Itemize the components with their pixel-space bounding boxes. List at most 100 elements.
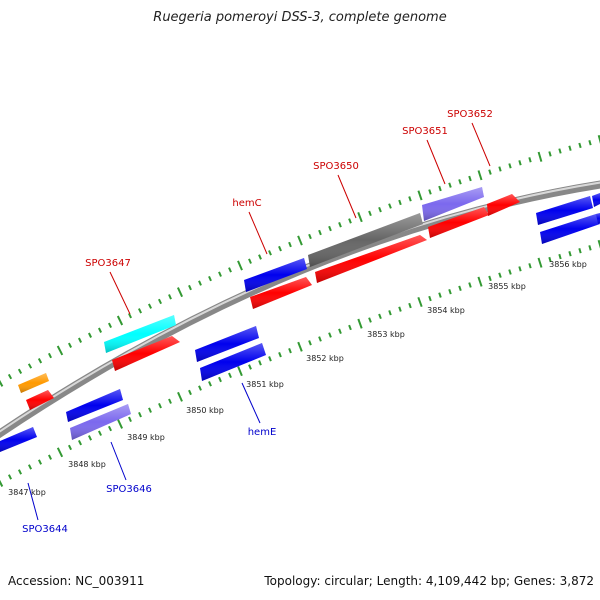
map-title: Ruegeria pomeroyi DSS-3, complete genome	[153, 10, 447, 25]
tick-mark	[417, 296, 423, 308]
tick-mark	[498, 272, 502, 278]
tick-mark	[498, 166, 502, 172]
scale-labels: 3847 kbp 3848 kbp 3849 kbp 3850 kbp 3851 kbp…	[8, 260, 587, 497]
tick-mark	[428, 189, 432, 195]
tick-mark	[177, 391, 183, 402]
tick-mark	[357, 212, 363, 223]
tick-mark	[558, 253, 562, 260]
scale-label: 3855 kbp	[488, 282, 526, 291]
tick-mark	[468, 282, 472, 288]
tick-mark	[318, 336, 322, 342]
tick-mark	[68, 444, 72, 451]
gene-label-spo3647: SPO3647	[85, 258, 131, 269]
tick-mark	[138, 412, 142, 418]
scale-label: 3848 kbp	[68, 460, 106, 469]
tick-mark	[328, 225, 332, 232]
tick-mark	[248, 364, 252, 370]
label-leader-lines	[27, 122, 491, 521]
leader-line	[426, 139, 446, 185]
tick-mark	[116, 315, 124, 326]
tick-mark	[0, 479, 4, 487]
tick-mark	[88, 332, 92, 338]
tick-mark	[148, 303, 152, 309]
tick-mark	[27, 363, 33, 369]
tick-mark	[218, 376, 222, 383]
scale-label: 3849 kbp	[127, 433, 165, 442]
tick-mark	[168, 398, 172, 404]
tick-mark	[56, 345, 64, 356]
tick-mark	[288, 241, 292, 248]
scale-label: 3850 kbp	[186, 406, 224, 415]
red-feature-2-shading	[112, 336, 180, 371]
tick-mark	[588, 140, 592, 146]
tick-mark	[138, 308, 142, 314]
tick-mark	[78, 439, 82, 446]
tick-mark	[537, 151, 543, 162]
tick-mark	[308, 233, 312, 240]
purple-feature-spo3646-shading	[70, 404, 131, 440]
tick-mark	[176, 287, 184, 298]
red-feature-1-shading	[26, 390, 54, 410]
tick-mark	[38, 459, 42, 465]
tick-mark	[348, 218, 352, 224]
tick-mark	[97, 430, 103, 436]
tick-mark	[548, 256, 552, 263]
tick-mark	[338, 222, 342, 228]
tick-mark	[568, 145, 572, 151]
red-feature-6-shading	[487, 194, 520, 216]
blue-feature-1-shading	[0, 427, 37, 452]
tick-mark	[588, 245, 592, 251]
leader-line	[241, 382, 261, 424]
tick-mark	[428, 295, 432, 302]
gene-label-spo3644: SPO3644	[22, 524, 68, 535]
tick-mark	[328, 332, 332, 338]
tick-mark	[537, 257, 543, 268]
tick-mark	[188, 389, 192, 396]
leader-line	[337, 174, 357, 219]
tick-mark	[128, 416, 132, 422]
tick-mark	[508, 163, 512, 169]
scale-label: 3852 kbp	[306, 354, 344, 363]
tick-mark	[297, 341, 303, 352]
leader-line	[110, 441, 127, 481]
tick-mark	[388, 203, 392, 209]
tick-mark	[56, 447, 64, 458]
tick-mark	[438, 292, 442, 298]
tick-mark	[158, 403, 162, 409]
tick-mark	[458, 179, 462, 185]
backbone-line	[0, 180, 600, 439]
tick-mark	[477, 170, 483, 181]
blue-feature-hemc-shading	[244, 258, 307, 292]
leader-line	[471, 122, 491, 167]
scale-label: 3854 kbp	[427, 306, 465, 315]
tick-mark	[388, 310, 392, 316]
tick-mark	[548, 151, 552, 157]
tick-mark	[488, 275, 492, 282]
blue-feature-6-shading	[540, 214, 600, 244]
leader-line	[248, 211, 268, 255]
tick-mark	[477, 276, 483, 287]
tick-mark	[297, 235, 303, 246]
gene-label-spo3651: SPO3651	[402, 126, 448, 137]
tick-mark	[318, 229, 322, 236]
tick-mark	[108, 322, 112, 329]
tick-mark	[128, 312, 132, 319]
tick-mark	[268, 250, 272, 256]
tick-mark	[348, 324, 352, 331]
tick-mark	[228, 267, 232, 273]
tick-mark	[8, 474, 12, 480]
tick-mark	[278, 245, 282, 252]
tick-mark	[368, 317, 372, 323]
tick-mark	[7, 373, 13, 380]
tick-mark	[116, 418, 124, 429]
gene-label-heme: hemE	[248, 427, 277, 438]
blue-feature-3-shading	[195, 326, 259, 362]
tick-mark	[528, 157, 532, 163]
tick-mark	[518, 266, 522, 272]
scale-label: 3856 kbp	[549, 260, 587, 269]
blue-feature-4-shading	[200, 343, 266, 381]
tick-mark	[208, 275, 212, 282]
tick-mark	[78, 337, 82, 343]
tick-mark	[218, 271, 222, 277]
tick-mark	[338, 328, 342, 334]
